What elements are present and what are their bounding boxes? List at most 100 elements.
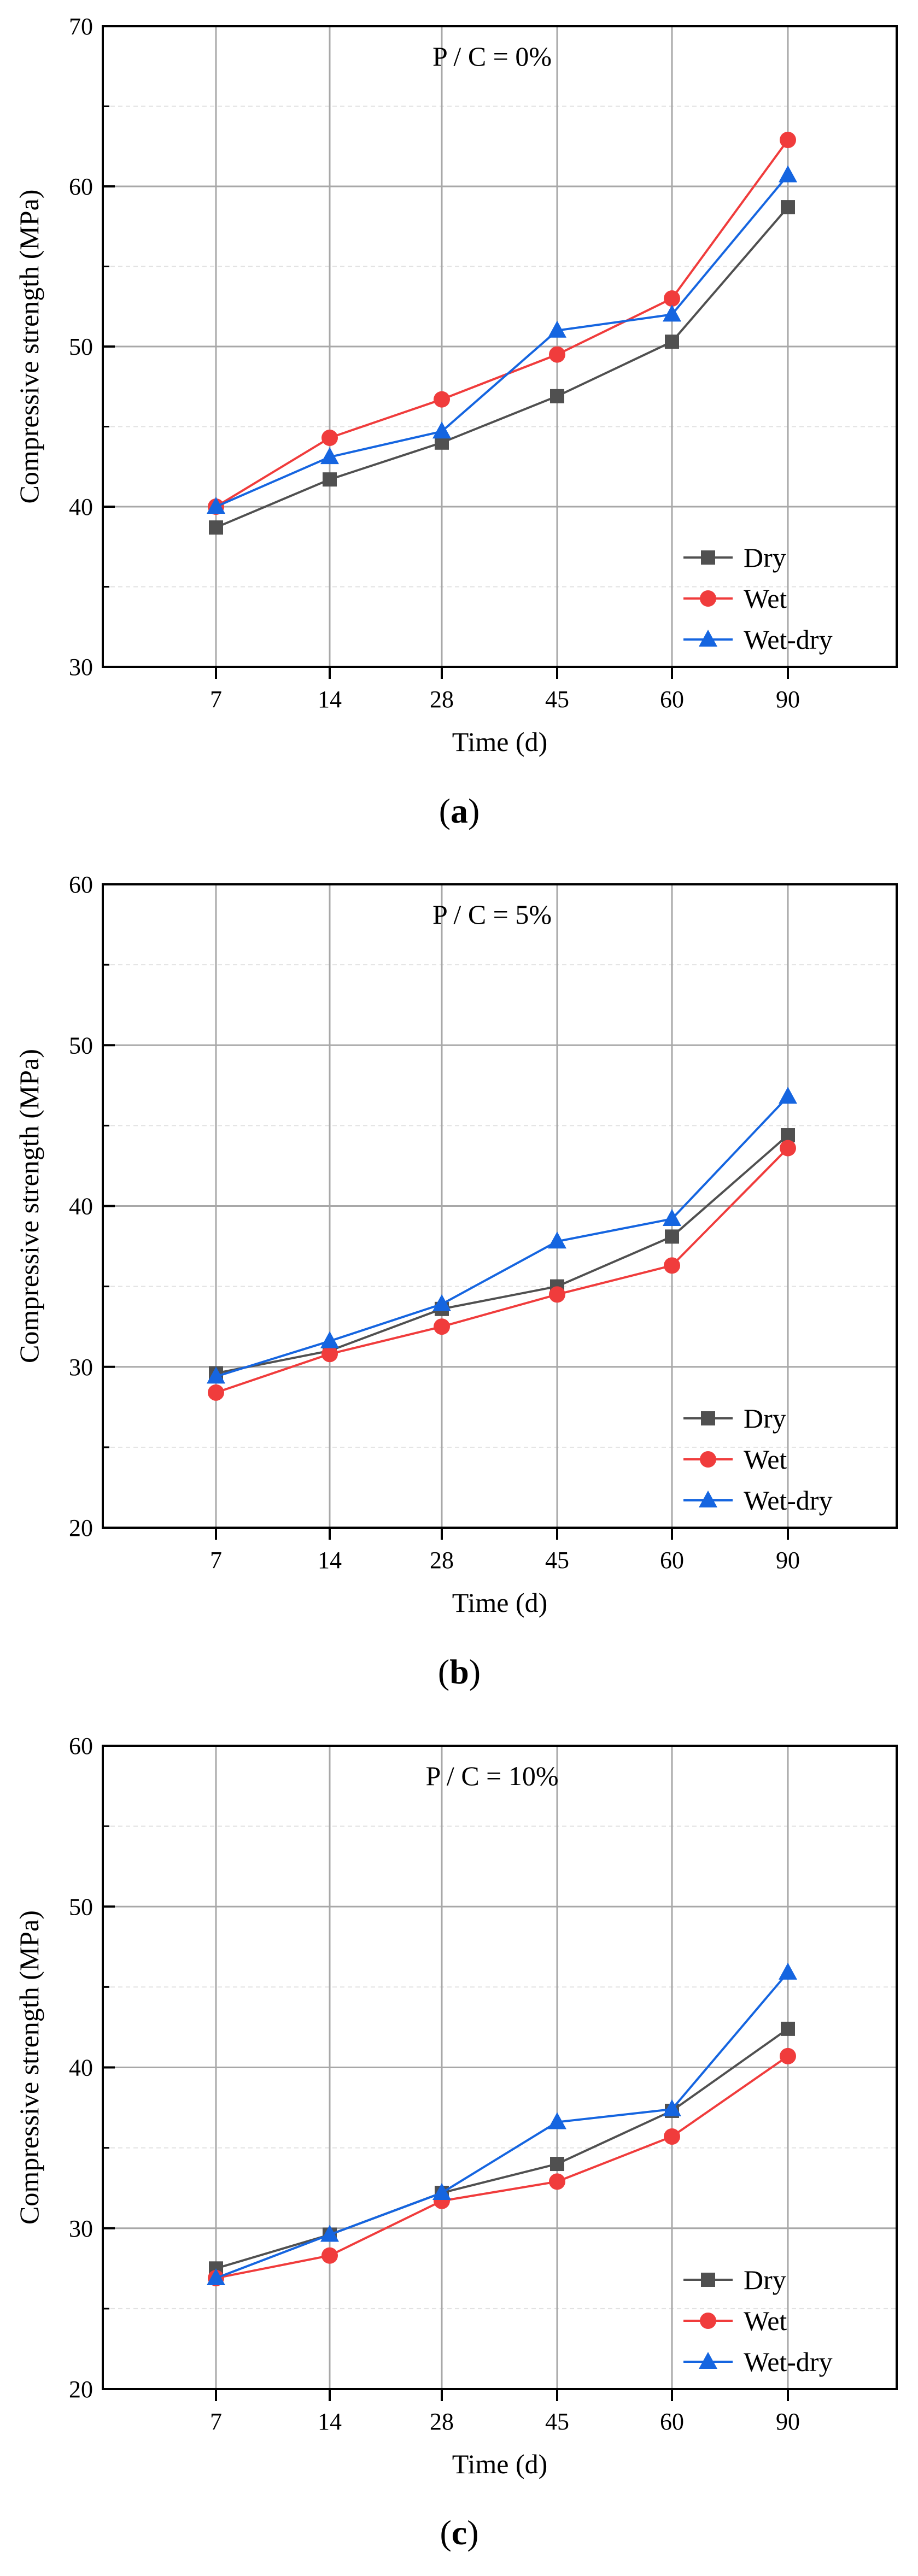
legend-marker-wet bbox=[700, 590, 716, 607]
panel-annotation: P / C = 10% bbox=[425, 1761, 558, 1791]
legend-marker-wetdry bbox=[699, 1491, 717, 1507]
data-point-dry bbox=[781, 2021, 795, 2036]
y-tick-label: 60 bbox=[69, 871, 93, 898]
data-point-wet bbox=[549, 1286, 565, 1303]
x-tick-label: 90 bbox=[776, 686, 800, 713]
data-point-wetdry bbox=[779, 1962, 797, 1980]
data-point-wetdry bbox=[207, 2268, 225, 2285]
panel-caption-letter: a bbox=[451, 791, 468, 830]
legend-marker-dry bbox=[701, 2273, 715, 2287]
data-point-wet bbox=[549, 346, 565, 363]
x-tick-label: 28 bbox=[430, 1547, 454, 1574]
x-tick-label: 45 bbox=[545, 686, 569, 713]
series-line-wetdry bbox=[215, 174, 789, 508]
x-tick-label: 90 bbox=[776, 2408, 800, 2435]
x-tick-label: 7 bbox=[210, 686, 222, 713]
data-point-wet bbox=[780, 132, 796, 149]
series-line-wetdry bbox=[215, 1971, 789, 2279]
series-line-wetdry bbox=[215, 1096, 789, 1378]
data-point-wetdry bbox=[320, 2225, 339, 2242]
data-point-wet bbox=[321, 1346, 338, 1363]
legend-label-wet: Wet bbox=[744, 583, 787, 614]
x-tick-label: 60 bbox=[660, 1547, 684, 1574]
data-point-wet bbox=[664, 290, 680, 307]
data-point-wetdry bbox=[548, 320, 566, 338]
x-tick-label: 28 bbox=[430, 2408, 454, 2435]
y-tick-label: 40 bbox=[69, 2055, 93, 2081]
x-tick-label: 45 bbox=[545, 1547, 569, 1574]
x-tick-label: 14 bbox=[318, 686, 342, 713]
series-line-dry bbox=[215, 2028, 789, 2270]
x-axis-title: Time (d) bbox=[452, 726, 548, 757]
data-point-wetdry bbox=[432, 421, 451, 439]
data-point-wetdry bbox=[663, 2099, 681, 2117]
y-tick-label: 60 bbox=[69, 1733, 93, 1759]
data-point-wetdry bbox=[663, 304, 681, 322]
data-point-wet bbox=[664, 2128, 680, 2145]
legend-marker-dry bbox=[701, 550, 715, 565]
x-tick-label: 14 bbox=[318, 2408, 342, 2435]
data-point-wet bbox=[434, 1318, 450, 1335]
data-point-wet bbox=[664, 1257, 680, 1274]
panel-caption: (c) bbox=[440, 2513, 478, 2552]
x-tick-label: 45 bbox=[545, 2408, 569, 2435]
panel-caption-letter: c bbox=[452, 2513, 467, 2552]
legend-marker-wet bbox=[700, 1451, 716, 1468]
x-tick-label: 14 bbox=[318, 1547, 342, 1574]
x-axis-title: Time (d) bbox=[452, 1587, 548, 1618]
data-point-wet bbox=[549, 2173, 565, 2190]
y-tick-label: 30 bbox=[69, 2215, 93, 2242]
data-point-wetdry bbox=[779, 165, 797, 183]
y-axis-title: Compressive strength (MPa) bbox=[14, 190, 44, 504]
panel-c: 20 30 40 50 60 7 14 28 45 60 90 Time (d) Compressive… bbox=[14, 1733, 898, 2552]
y-tick-label: 30 bbox=[69, 654, 93, 680]
data-point-dry bbox=[323, 472, 337, 487]
data-point-wet bbox=[434, 391, 450, 408]
series-line-wet bbox=[215, 139, 789, 508]
panel-a: 30 40 50 60 70 7 14 28 45 60 90 Time (d) Compressive… bbox=[14, 13, 898, 830]
data-point-dry bbox=[781, 200, 795, 215]
data-point-wetdry bbox=[432, 2183, 451, 2201]
x-axis-title: Time (d) bbox=[452, 2449, 548, 2479]
x-tick-label: 7 bbox=[210, 1547, 222, 1574]
data-point-wetdry bbox=[548, 1231, 566, 1249]
y-tick-label: 50 bbox=[69, 1893, 93, 1920]
y-tick-label: 30 bbox=[69, 1354, 93, 1381]
y-tick-label: 50 bbox=[69, 1032, 93, 1059]
legend-label-wet: Wet bbox=[744, 2305, 787, 2336]
data-point-wet bbox=[780, 1140, 796, 1157]
data-point-wetdry bbox=[779, 1087, 797, 1104]
panel-annotation: P / C = 5% bbox=[432, 899, 552, 930]
legend-marker-wetdry bbox=[699, 2352, 717, 2369]
data-point-wetdry bbox=[320, 1331, 339, 1348]
data-point-wet bbox=[208, 1384, 224, 1401]
data-point-dry bbox=[665, 1229, 679, 1244]
legend-label-wetdry: Wet-dry bbox=[744, 624, 833, 655]
data-point-wetdry bbox=[320, 447, 339, 465]
y-tick-label: 70 bbox=[69, 13, 93, 40]
legend-label-dry: Dry bbox=[744, 542, 786, 573]
y-tick-label: 20 bbox=[69, 1515, 93, 1541]
x-tick-label: 60 bbox=[660, 2408, 684, 2435]
data-point-wetdry bbox=[663, 1209, 681, 1227]
data-point-wet bbox=[780, 2047, 796, 2064]
legend-label-wetdry: Wet-dry bbox=[744, 2346, 833, 2377]
series-line-dry bbox=[215, 1134, 789, 1375]
data-point-wetdry bbox=[432, 1294, 451, 1311]
data-point-wetdry bbox=[207, 497, 225, 514]
y-axis-title: Compressive strength (MPa) bbox=[14, 1910, 44, 2225]
y-axis-title: Compressive strength (MPa) bbox=[14, 1049, 44, 1363]
data-point-dry bbox=[209, 520, 223, 535]
legend-label-dry: Dry bbox=[744, 1403, 786, 1434]
series-line-wet bbox=[215, 2055, 789, 2279]
legend-marker-wetdry bbox=[699, 630, 717, 647]
y-tick-label: 60 bbox=[69, 173, 93, 200]
data-point-wet bbox=[321, 2247, 338, 2264]
legend-marker-dry bbox=[701, 1411, 715, 1425]
series-line-wet bbox=[215, 1147, 789, 1394]
panel-caption: (a) bbox=[439, 791, 480, 830]
legend-label-dry: Dry bbox=[744, 2264, 786, 2295]
y-tick-label: 20 bbox=[69, 2376, 93, 2403]
legend-label-wet: Wet bbox=[744, 1444, 787, 1475]
